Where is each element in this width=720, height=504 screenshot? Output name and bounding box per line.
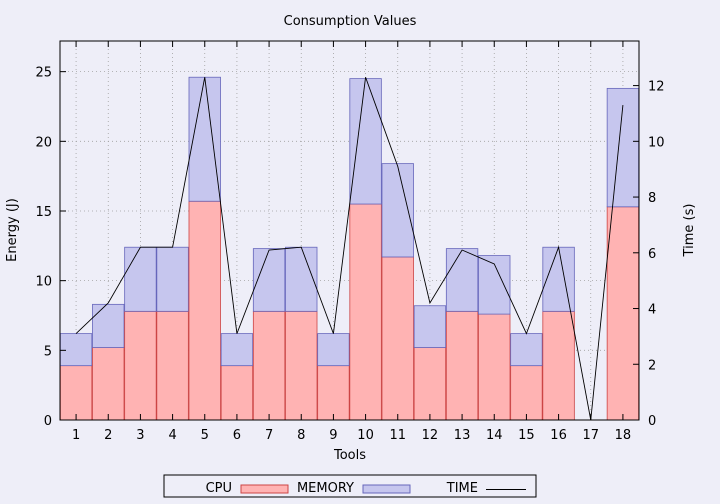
- y2-tick-label: 0: [648, 414, 656, 429]
- y2-tick-label: 4: [648, 303, 656, 318]
- legend-label-time: TIME: [446, 481, 478, 496]
- bar-segment-3-12: [413, 305, 447, 348]
- bar-segment-3-3: [124, 246, 157, 312]
- x-axis-label: Tools: [333, 448, 366, 463]
- x-tick-label: 16: [550, 428, 567, 443]
- bar-segment-3-4: [156, 246, 189, 312]
- x-tick-label: 5: [201, 428, 209, 443]
- y-tick-label: 0: [44, 414, 52, 429]
- bar-segment-3-16: [542, 246, 575, 312]
- bar-segment-2-5: [188, 200, 221, 421]
- legend-box: [163, 474, 537, 498]
- bar-segment-2-18: [606, 206, 640, 421]
- bar-segment-2-3: [124, 310, 157, 421]
- bars: [59, 76, 640, 421]
- bar-segment-2-11: [381, 256, 414, 421]
- x-tick-label: 17: [582, 428, 599, 443]
- bar-segment-2-8: [285, 310, 318, 421]
- plot-frame: [59, 40, 640, 421]
- bar-segment-2-9: [317, 365, 350, 421]
- x-tick-label: 12: [422, 428, 439, 443]
- x-tick-label: 6: [233, 428, 241, 443]
- legend-swatch-memory: [362, 484, 411, 494]
- bar-segment-3-13: [445, 248, 479, 312]
- bar-segment-3-9: [317, 333, 350, 367]
- x-tick-label: 15: [518, 428, 535, 443]
- bar-segment-2-16: [542, 310, 575, 421]
- x-tick-label: 2: [104, 428, 112, 443]
- bar-segment-3-2: [92, 303, 125, 348]
- bar-segment-3-15: [510, 333, 543, 367]
- bar-segment-3-11: [381, 163, 414, 258]
- x-tick-label: 3: [136, 428, 144, 443]
- bar-segment-2-14: [478, 313, 511, 421]
- time-line: [75, 77, 624, 421]
- y2-tick-label: 2: [648, 358, 656, 373]
- bar-segment-3-6: [220, 333, 254, 367]
- y-tick-label: 20: [35, 135, 52, 150]
- x-tick-label: 13: [454, 428, 471, 443]
- bar-segment-2-15: [510, 365, 543, 421]
- legend-label-cpu: CPU: [206, 481, 232, 496]
- bar-segment-2-13: [445, 310, 479, 421]
- x-tick-label: 11: [389, 428, 406, 443]
- bar-segment-2-1: [59, 365, 93, 421]
- x-tick-label: 10: [357, 428, 374, 443]
- bar-segment-2-6: [220, 365, 254, 421]
- bar-segment-3-8: [285, 246, 318, 312]
- chart-title: Consumption Values: [284, 14, 417, 29]
- bar-segment-3-7: [252, 248, 286, 312]
- bar-segment-3-14: [478, 255, 511, 315]
- y-tick-label: 25: [35, 66, 52, 81]
- bar-segment-3-10: [349, 78, 382, 205]
- time-line-path: [75, 77, 624, 421]
- x-tick-label: 9: [329, 428, 337, 443]
- bar-segment-2-4: [156, 310, 189, 421]
- bar-segment-2-10: [349, 203, 382, 421]
- y2-tick-label: 12: [648, 80, 665, 95]
- y-axis-label: Energy (J): [5, 198, 20, 262]
- y2-tick-label: 6: [648, 247, 656, 262]
- y2-tick-label: 10: [648, 135, 665, 150]
- bar-segment-2-2: [92, 347, 125, 421]
- x-tick-label: 8: [297, 428, 305, 443]
- y-tick-label: 15: [35, 205, 52, 220]
- bar-segment-3-5: [188, 76, 221, 202]
- y2-tick-label: 8: [648, 191, 656, 206]
- legend-label-memory: MEMORY: [297, 481, 354, 496]
- legend-swatch-cpu: [240, 484, 289, 494]
- x-tick-label: 1: [72, 428, 80, 443]
- y2-axis-label: Time (s): [682, 204, 697, 258]
- y-tick-label: 5: [44, 344, 52, 359]
- x-tick-label: 18: [615, 428, 632, 443]
- bar-segment-3-1: [59, 333, 93, 367]
- legend: CPU MEMORY TIME: [163, 474, 537, 498]
- x-tick-label: 7: [265, 428, 273, 443]
- bar-segment-2-12: [413, 347, 447, 421]
- bar-segment-2-7: [252, 310, 286, 421]
- x-tick-label: 14: [486, 428, 503, 443]
- y-tick-label: 10: [35, 275, 52, 290]
- x-tick-label: 4: [168, 428, 176, 443]
